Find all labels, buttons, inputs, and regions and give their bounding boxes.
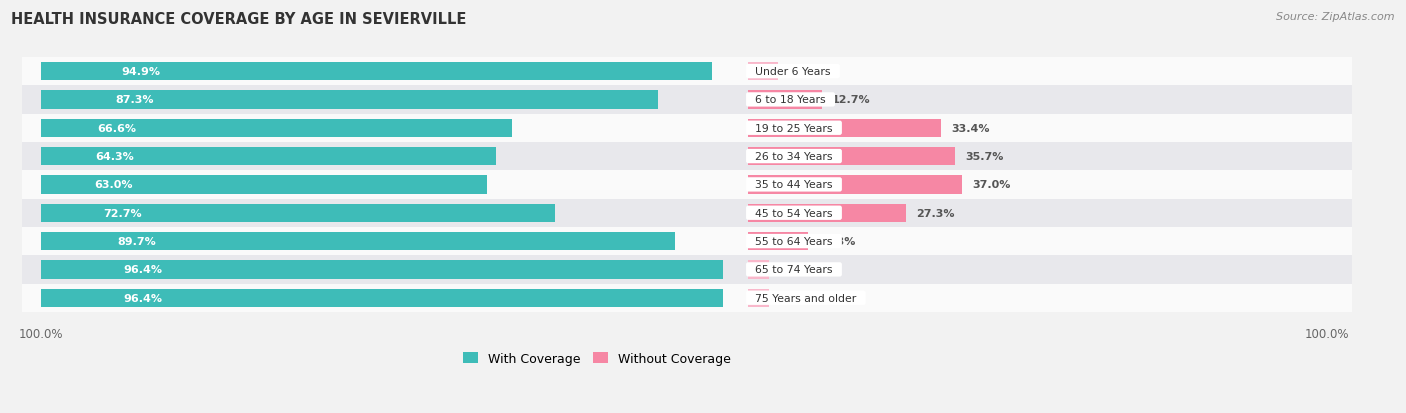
Text: 96.4%: 96.4%	[122, 265, 162, 275]
Bar	[748, 261, 769, 279]
FancyBboxPatch shape	[15, 199, 1353, 227]
Text: 10.3%: 10.3%	[818, 237, 856, 247]
Text: 55 to 64 Years: 55 to 64 Years	[748, 237, 839, 247]
FancyBboxPatch shape	[15, 114, 1353, 142]
Text: 12.7%: 12.7%	[832, 95, 870, 105]
Text: 94.9%: 94.9%	[122, 67, 160, 77]
Bar	[41, 232, 675, 251]
Text: 37.0%: 37.0%	[973, 180, 1011, 190]
Bar	[41, 147, 496, 166]
Text: 87.3%: 87.3%	[115, 95, 153, 105]
FancyBboxPatch shape	[15, 284, 1353, 312]
Text: 5.1%: 5.1%	[787, 67, 818, 77]
Text: Source: ZipAtlas.com: Source: ZipAtlas.com	[1277, 12, 1395, 22]
FancyBboxPatch shape	[15, 142, 1353, 171]
Text: 33.4%: 33.4%	[952, 123, 990, 133]
Text: Under 6 Years: Under 6 Years	[748, 67, 838, 77]
Bar	[748, 91, 821, 109]
Text: 66.6%: 66.6%	[97, 123, 136, 133]
Text: 63.0%: 63.0%	[94, 180, 134, 190]
Bar	[748, 204, 905, 223]
FancyBboxPatch shape	[15, 58, 1353, 86]
Text: 75 Years and older: 75 Years and older	[748, 293, 863, 303]
Text: 3.6%: 3.6%	[779, 293, 810, 303]
FancyBboxPatch shape	[15, 171, 1353, 199]
Text: 26 to 34 Years: 26 to 34 Years	[748, 152, 839, 161]
Bar	[748, 232, 808, 251]
FancyBboxPatch shape	[15, 256, 1353, 284]
Bar	[41, 176, 486, 194]
FancyBboxPatch shape	[15, 86, 1353, 114]
Bar	[41, 91, 658, 109]
Text: 35 to 44 Years: 35 to 44 Years	[748, 180, 839, 190]
Text: 65 to 74 Years: 65 to 74 Years	[748, 265, 839, 275]
Text: 45 to 54 Years: 45 to 54 Years	[748, 208, 839, 218]
Text: 19 to 25 Years: 19 to 25 Years	[748, 123, 839, 133]
Bar	[748, 119, 942, 138]
Text: 27.3%: 27.3%	[917, 208, 955, 218]
Text: 96.4%: 96.4%	[122, 293, 162, 303]
Text: 35.7%: 35.7%	[965, 152, 1004, 161]
Text: 72.7%: 72.7%	[103, 208, 142, 218]
Bar	[748, 147, 955, 166]
Bar	[748, 289, 769, 307]
Legend: With Coverage, Without Coverage: With Coverage, Without Coverage	[458, 347, 735, 370]
Text: 6 to 18 Years: 6 to 18 Years	[748, 95, 832, 105]
Bar	[41, 289, 723, 307]
Bar	[748, 176, 962, 194]
Bar	[41, 63, 713, 81]
FancyBboxPatch shape	[15, 227, 1353, 256]
Bar	[41, 119, 512, 138]
Text: HEALTH INSURANCE COVERAGE BY AGE IN SEVIERVILLE: HEALTH INSURANCE COVERAGE BY AGE IN SEVI…	[11, 12, 467, 27]
Text: 3.6%: 3.6%	[779, 265, 810, 275]
Text: 89.7%: 89.7%	[117, 237, 156, 247]
Bar	[748, 63, 778, 81]
Text: 64.3%: 64.3%	[96, 152, 135, 161]
Bar	[41, 204, 555, 223]
Bar	[41, 261, 723, 279]
